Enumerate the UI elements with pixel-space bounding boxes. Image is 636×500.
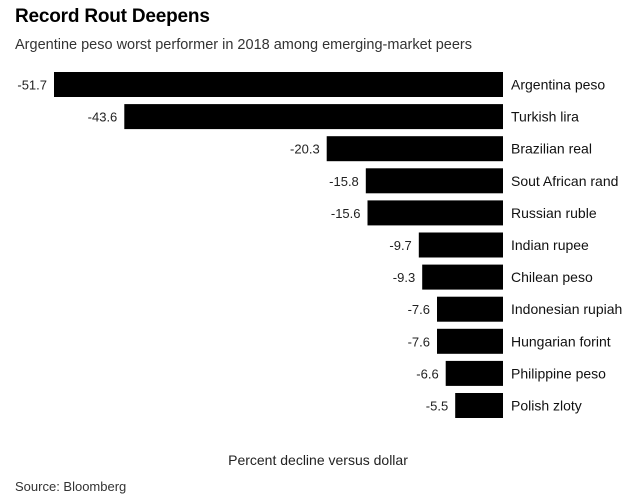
bar <box>54 72 503 97</box>
category-label: Brazilian real <box>511 141 592 157</box>
value-label: -7.6 <box>408 302 430 317</box>
bar <box>326 136 503 162</box>
bar <box>437 328 503 354</box>
category-label: Turkish lira <box>511 109 579 125</box>
category-label: Indonesian rupiah <box>511 301 622 317</box>
category-label: Polish zloty <box>511 398 582 414</box>
value-label: -5.5 <box>426 399 448 414</box>
x-axis-label: Percent decline versus dollar <box>228 452 408 468</box>
value-label: -9.3 <box>393 270 415 285</box>
value-label: -51.7 <box>17 78 47 93</box>
chart-subtitle: Argentine peso worst performer in 2018 a… <box>15 37 472 53</box>
category-label: Hungarian forint <box>511 333 611 349</box>
category-label: Russian ruble <box>511 205 597 221</box>
value-label: -20.3 <box>290 142 320 157</box>
category-label: Sout African rand <box>511 173 618 189</box>
source-note: Source: Bloomberg <box>15 479 127 494</box>
value-label: -43.6 <box>88 110 118 125</box>
chart-title: Record Rout Deepens <box>15 6 210 27</box>
category-label: Indian rupee <box>511 237 589 253</box>
value-label: -6.6 <box>416 366 438 381</box>
category-label: Philippine peso <box>511 365 606 381</box>
bar <box>365 168 503 194</box>
bar <box>124 104 504 130</box>
category-label: Argentina peso <box>511 77 605 93</box>
bar <box>422 264 503 290</box>
bar <box>367 200 503 226</box>
bar <box>455 393 503 418</box>
value-label: -15.8 <box>329 174 359 189</box>
category-label: Chilean peso <box>511 269 593 285</box>
value-label: -15.6 <box>331 206 361 221</box>
value-label: -7.6 <box>408 334 430 349</box>
bar <box>445 360 503 386</box>
bar <box>418 232 503 258</box>
value-label: -9.7 <box>389 238 411 253</box>
bar <box>437 296 503 322</box>
